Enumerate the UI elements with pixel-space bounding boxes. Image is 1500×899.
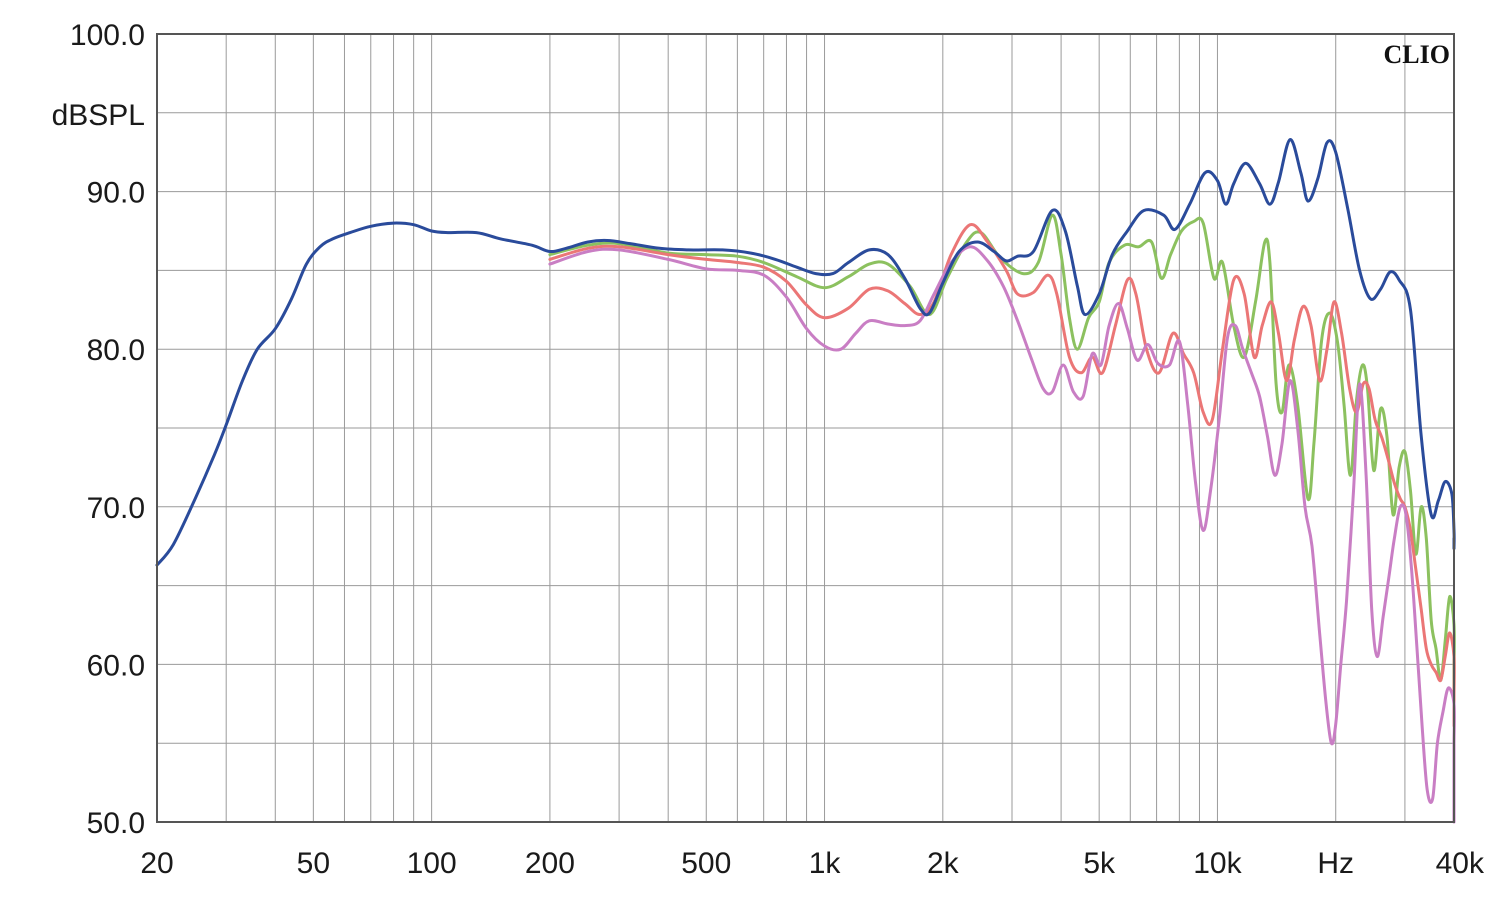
y-tick-label: 90.0 — [87, 177, 145, 210]
x-tick-label: 50 — [297, 847, 330, 880]
x-tick-label: 40k — [1436, 847, 1485, 880]
chart-grid — [157, 34, 1454, 822]
x-tick-label: 1k — [809, 847, 842, 880]
plot-frame — [156, 33, 1455, 823]
y-tick-label: 80.0 — [87, 334, 145, 367]
clio-brand-label: CLIO — [1384, 40, 1450, 69]
x-tick-label: 100 — [407, 847, 457, 880]
y-tick-label: 50.0 — [87, 807, 145, 840]
x-tick-label: 10k — [1193, 847, 1242, 880]
y-tick-label: 60.0 — [87, 649, 145, 682]
x-tick-label: 2k — [927, 847, 960, 880]
series-line-4 — [548, 245, 1456, 824]
x-tick-label: 5k — [1083, 847, 1116, 880]
y-axis-label: dBSPL — [52, 99, 145, 132]
y-tick-labels: 100.0 90.0 80.0 70.0 60.0 50.0 — [70, 19, 145, 840]
x-tick-label: 200 — [525, 847, 575, 880]
y-tick-label: 100.0 — [70, 19, 145, 52]
x-tick-labels: 20 50 100 200 500 1k 2k 5k 10k Hz 40k — [140, 847, 1485, 880]
series-line-1 — [155, 138, 1456, 567]
series-line-3 — [548, 223, 1456, 728]
x-tick-label: Hz — [1317, 847, 1354, 880]
x-tick-label: 500 — [681, 847, 731, 880]
y-tick-label: 70.0 — [87, 492, 145, 525]
chart-series — [155, 138, 1456, 824]
x-tick-label: 20 — [140, 847, 173, 880]
